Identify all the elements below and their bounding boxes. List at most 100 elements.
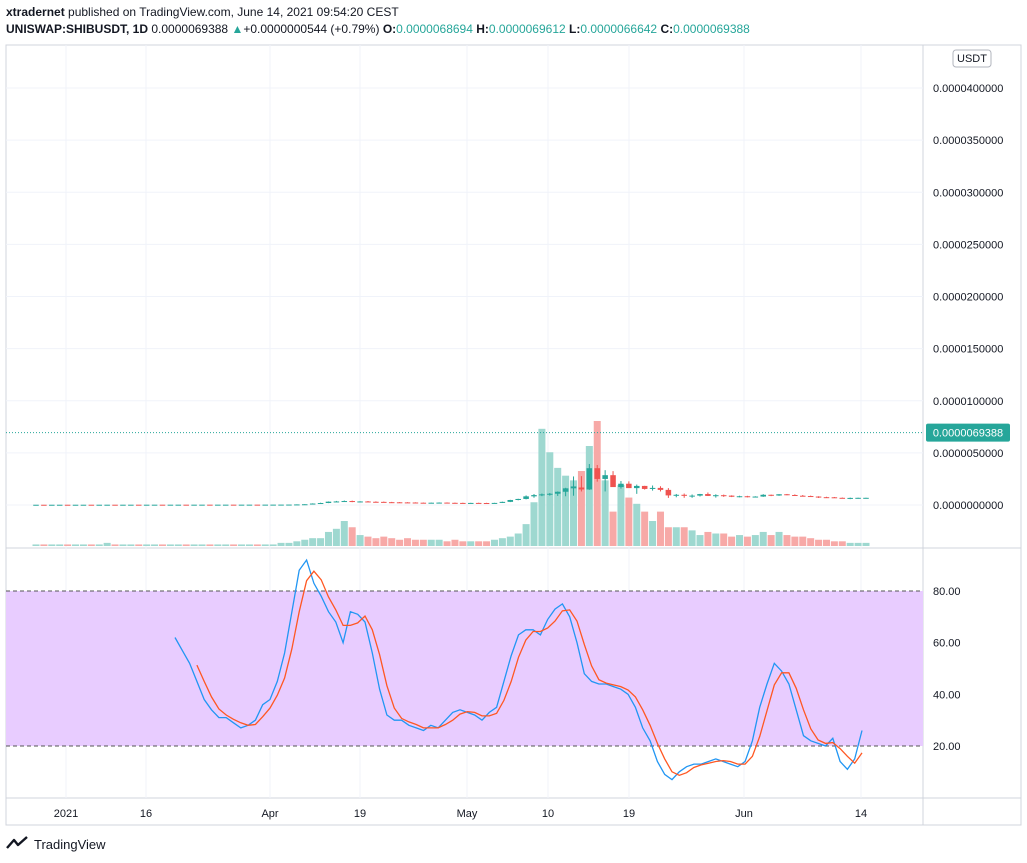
volume-bar — [704, 531, 712, 546]
candle-body — [847, 497, 853, 499]
candle-body — [120, 504, 126, 506]
candle-body — [396, 502, 403, 504]
candle-body — [633, 485, 640, 489]
candle-body — [768, 494, 774, 496]
candle-body — [681, 494, 687, 496]
currency-badge[interactable]: USDT — [952, 49, 992, 68]
price-tick-label: 0.0000150000 — [933, 344, 1003, 356]
high-label: H: — [476, 22, 489, 36]
candle-body — [594, 468, 601, 479]
author[interactable]: xtradernet — [6, 5, 65, 19]
time-tick-label: 10 — [542, 808, 554, 820]
volume-bar — [143, 544, 151, 546]
candle-body — [325, 501, 332, 504]
candle-body — [720, 495, 727, 497]
volume-bar — [625, 497, 633, 546]
volume-bar — [388, 538, 396, 546]
volume-bar — [451, 539, 459, 546]
tradingview-logo-icon — [6, 836, 28, 853]
rsi-axis[interactable]: 80.00 60.00 40.00 20.00 — [933, 586, 961, 753]
currency-badge-label: USDT — [957, 53, 987, 65]
volume-bar — [277, 542, 285, 546]
candle-body — [151, 504, 158, 506]
candle-body — [64, 504, 71, 506]
volume-bar — [174, 544, 182, 546]
candle-body — [744, 496, 751, 498]
volume-bar — [317, 538, 325, 546]
volume-bar — [743, 536, 751, 546]
tradingview-brand[interactable]: TradingView — [6, 836, 106, 853]
candle-body — [207, 504, 213, 506]
volume-bar — [720, 533, 728, 546]
volume-bar — [135, 544, 143, 546]
time-tick-label: 14 — [855, 808, 867, 820]
volume-bar — [443, 541, 451, 546]
volume-bar — [475, 541, 483, 546]
candle-body — [381, 501, 387, 503]
volume-bar — [166, 544, 174, 546]
rsi-tick-label: 40.00 — [933, 689, 961, 701]
candle-body — [610, 475, 616, 488]
candle-body — [294, 504, 300, 506]
low-value: 0.0000066642 — [580, 22, 658, 36]
candle-body — [444, 502, 450, 504]
candle-body — [278, 504, 284, 506]
candle-body — [104, 504, 110, 506]
candle-body — [728, 495, 735, 497]
volume-bar — [348, 527, 356, 546]
volume-bar — [775, 531, 783, 546]
price-tick-label: 0.0000100000 — [933, 396, 1003, 408]
candle-body — [412, 502, 419, 504]
candle-body — [143, 504, 150, 506]
candle-body — [736, 496, 743, 498]
volume-bar — [830, 541, 838, 546]
candle-body — [554, 491, 561, 494]
candle-body — [697, 494, 703, 496]
volume-bar — [585, 446, 593, 546]
price-tick-label: 0.0000300000 — [933, 187, 1003, 199]
volume-bar — [206, 544, 214, 546]
volume-bar — [87, 544, 95, 546]
volume-bar — [340, 521, 348, 546]
candle-body — [404, 502, 411, 504]
open-label: O: — [382, 22, 397, 36]
candle-body — [460, 502, 466, 504]
volume-bar — [324, 531, 332, 546]
candle-body — [657, 487, 664, 490]
time-axis[interactable]: 2021 16 Apr 19 May 10 19 Jun 14 — [54, 808, 867, 820]
up-triangle-icon: ▲ — [231, 22, 244, 36]
candle-body — [230, 504, 237, 506]
volume-bar — [158, 544, 166, 546]
volume-bar — [506, 536, 514, 546]
time-tick-label: 19 — [623, 808, 635, 820]
symbol-label[interactable]: UNISWAP:SHIBUSDT, 1D — [6, 22, 149, 36]
candle-body — [673, 494, 680, 496]
time-tick-label: 2021 — [54, 808, 78, 820]
price-axis[interactable]: 0.0000400000 0.0000350000 0.0000300000 0.00… — [933, 83, 1003, 512]
volume-bar — [119, 544, 127, 546]
volume-bar — [198, 544, 206, 546]
volume-bar — [862, 542, 870, 546]
volume-bar — [696, 535, 704, 546]
rsi-line — [174, 558, 863, 781]
candle-body — [49, 504, 55, 506]
rsi-overbought-oversold-band — [6, 590, 923, 747]
candle-body — [539, 494, 545, 496]
volume-bar — [593, 421, 601, 546]
candle-body — [254, 504, 261, 506]
volume-bar — [641, 511, 649, 546]
volume-bar — [95, 544, 103, 546]
candle-body — [649, 487, 656, 489]
candle-body — [183, 504, 189, 506]
candle-body — [365, 501, 371, 503]
price-change: +0.0000000544 (+0.79%) — [243, 22, 380, 36]
volume-bar — [411, 539, 419, 546]
candle-body — [760, 494, 767, 497]
rsi-signal-line — [196, 570, 863, 777]
volume-bar — [854, 542, 862, 546]
rsi-tick-label: 20.00 — [933, 741, 961, 753]
candle-body — [309, 503, 316, 505]
volume-bar — [577, 471, 585, 546]
candle-body — [112, 504, 118, 506]
